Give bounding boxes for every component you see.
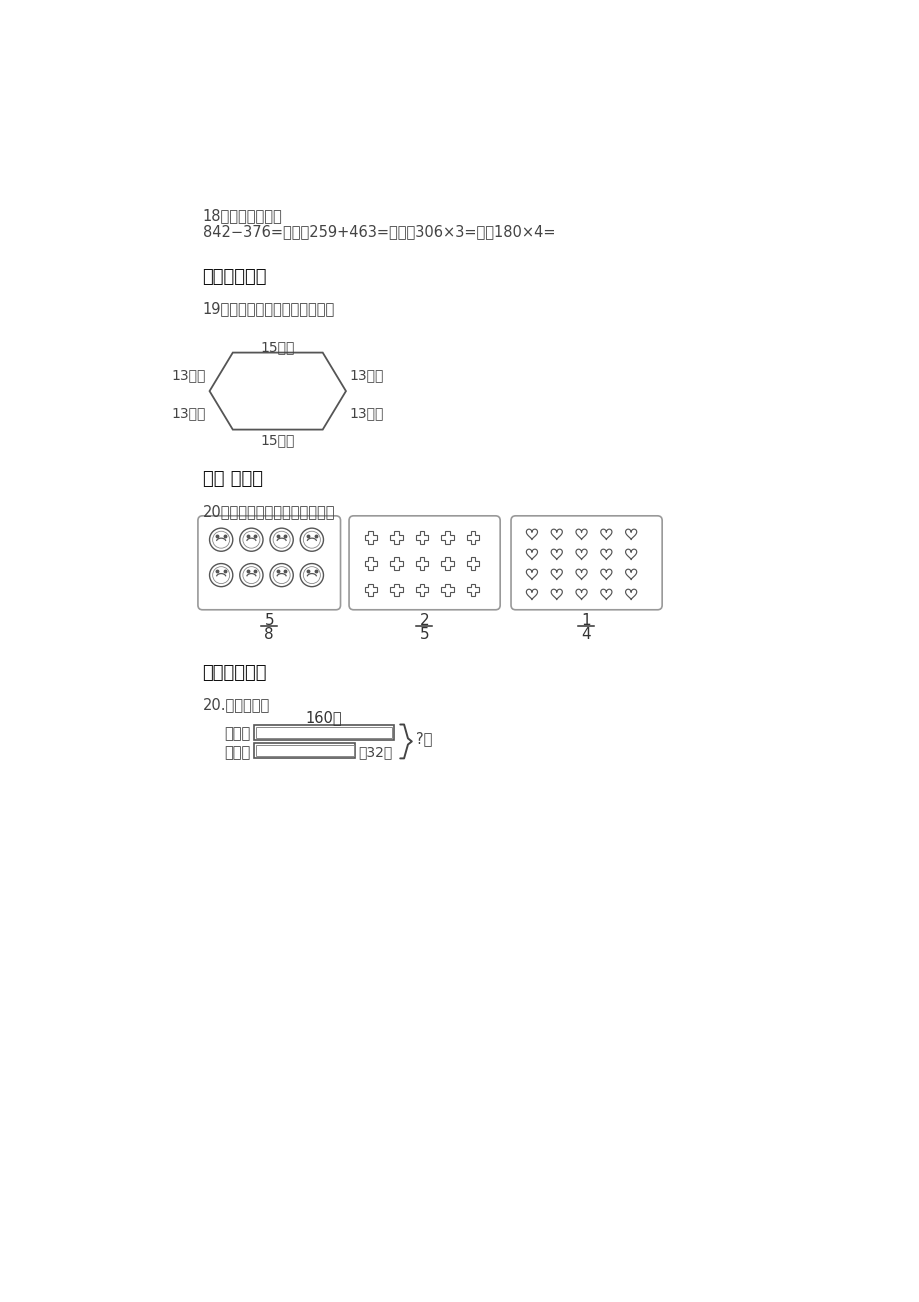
Text: 5: 5 bbox=[264, 613, 274, 628]
Text: 8: 8 bbox=[264, 628, 274, 642]
Text: 上衣：: 上衣： bbox=[224, 727, 250, 741]
Text: 裤子：: 裤子： bbox=[224, 745, 250, 760]
Bar bbox=[255, 724, 393, 740]
FancyBboxPatch shape bbox=[510, 516, 662, 609]
Text: 六、 画一画: 六、 画一画 bbox=[202, 470, 262, 488]
FancyBboxPatch shape bbox=[198, 516, 340, 609]
Text: 15厘米: 15厘米 bbox=[260, 340, 295, 354]
Text: 19、计算如图所示图形的周长。: 19、计算如图所示图形的周长。 bbox=[202, 301, 335, 316]
Bar bbox=[255, 727, 392, 738]
Text: 160元: 160元 bbox=[306, 711, 342, 725]
Text: 13厘米: 13厘米 bbox=[171, 368, 206, 381]
Text: 18、用竖式计算。: 18、用竖式计算。 bbox=[202, 208, 282, 224]
Text: 20、涂色表示各图下面的分数。: 20、涂色表示各图下面的分数。 bbox=[202, 504, 335, 519]
Text: 七、看图列式: 七、看图列式 bbox=[202, 664, 267, 682]
Text: 5: 5 bbox=[419, 628, 428, 642]
Text: 13厘米: 13厘米 bbox=[171, 406, 206, 421]
Bar bbox=[255, 745, 353, 756]
Text: 13厘米: 13厘米 bbox=[349, 406, 384, 421]
Bar bbox=[255, 743, 355, 758]
Text: 842−376=　　　259+463=　　　306×3=　　180×4=: 842−376= 259+463= 306×3= 180×4= bbox=[202, 224, 554, 240]
Text: 2: 2 bbox=[419, 613, 428, 628]
Text: 五、图形计算: 五、图形计算 bbox=[202, 268, 267, 286]
Text: ?元: ?元 bbox=[415, 730, 432, 746]
Text: 13厘米: 13厘米 bbox=[349, 368, 384, 381]
Text: 4: 4 bbox=[581, 628, 590, 642]
Text: 15厘米: 15厘米 bbox=[260, 434, 295, 448]
Text: 就32元: 就32元 bbox=[358, 745, 392, 759]
Text: 20.看图列式。: 20.看图列式。 bbox=[202, 697, 269, 712]
Text: 1: 1 bbox=[581, 613, 590, 628]
FancyBboxPatch shape bbox=[348, 516, 500, 609]
